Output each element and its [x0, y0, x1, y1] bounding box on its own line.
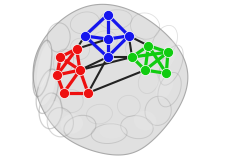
Point [75, 48, 79, 50]
Point [130, 56, 134, 58]
Ellipse shape [156, 71, 174, 99]
Ellipse shape [99, 122, 126, 139]
Point [106, 38, 109, 40]
Point [164, 72, 168, 75]
Point [146, 44, 150, 47]
Ellipse shape [46, 101, 62, 127]
Point [78, 69, 82, 71]
Point [127, 35, 130, 37]
Point [83, 35, 87, 37]
Point [106, 56, 109, 58]
Point [166, 51, 170, 53]
Ellipse shape [159, 40, 177, 71]
Point [62, 92, 65, 94]
Point [86, 92, 90, 94]
Polygon shape [33, 4, 188, 155]
Point [143, 69, 147, 71]
Ellipse shape [60, 114, 83, 134]
Ellipse shape [37, 43, 51, 88]
Point [55, 74, 59, 76]
Ellipse shape [134, 111, 156, 130]
Ellipse shape [39, 71, 56, 105]
Point [58, 56, 62, 58]
Point [106, 13, 109, 16]
